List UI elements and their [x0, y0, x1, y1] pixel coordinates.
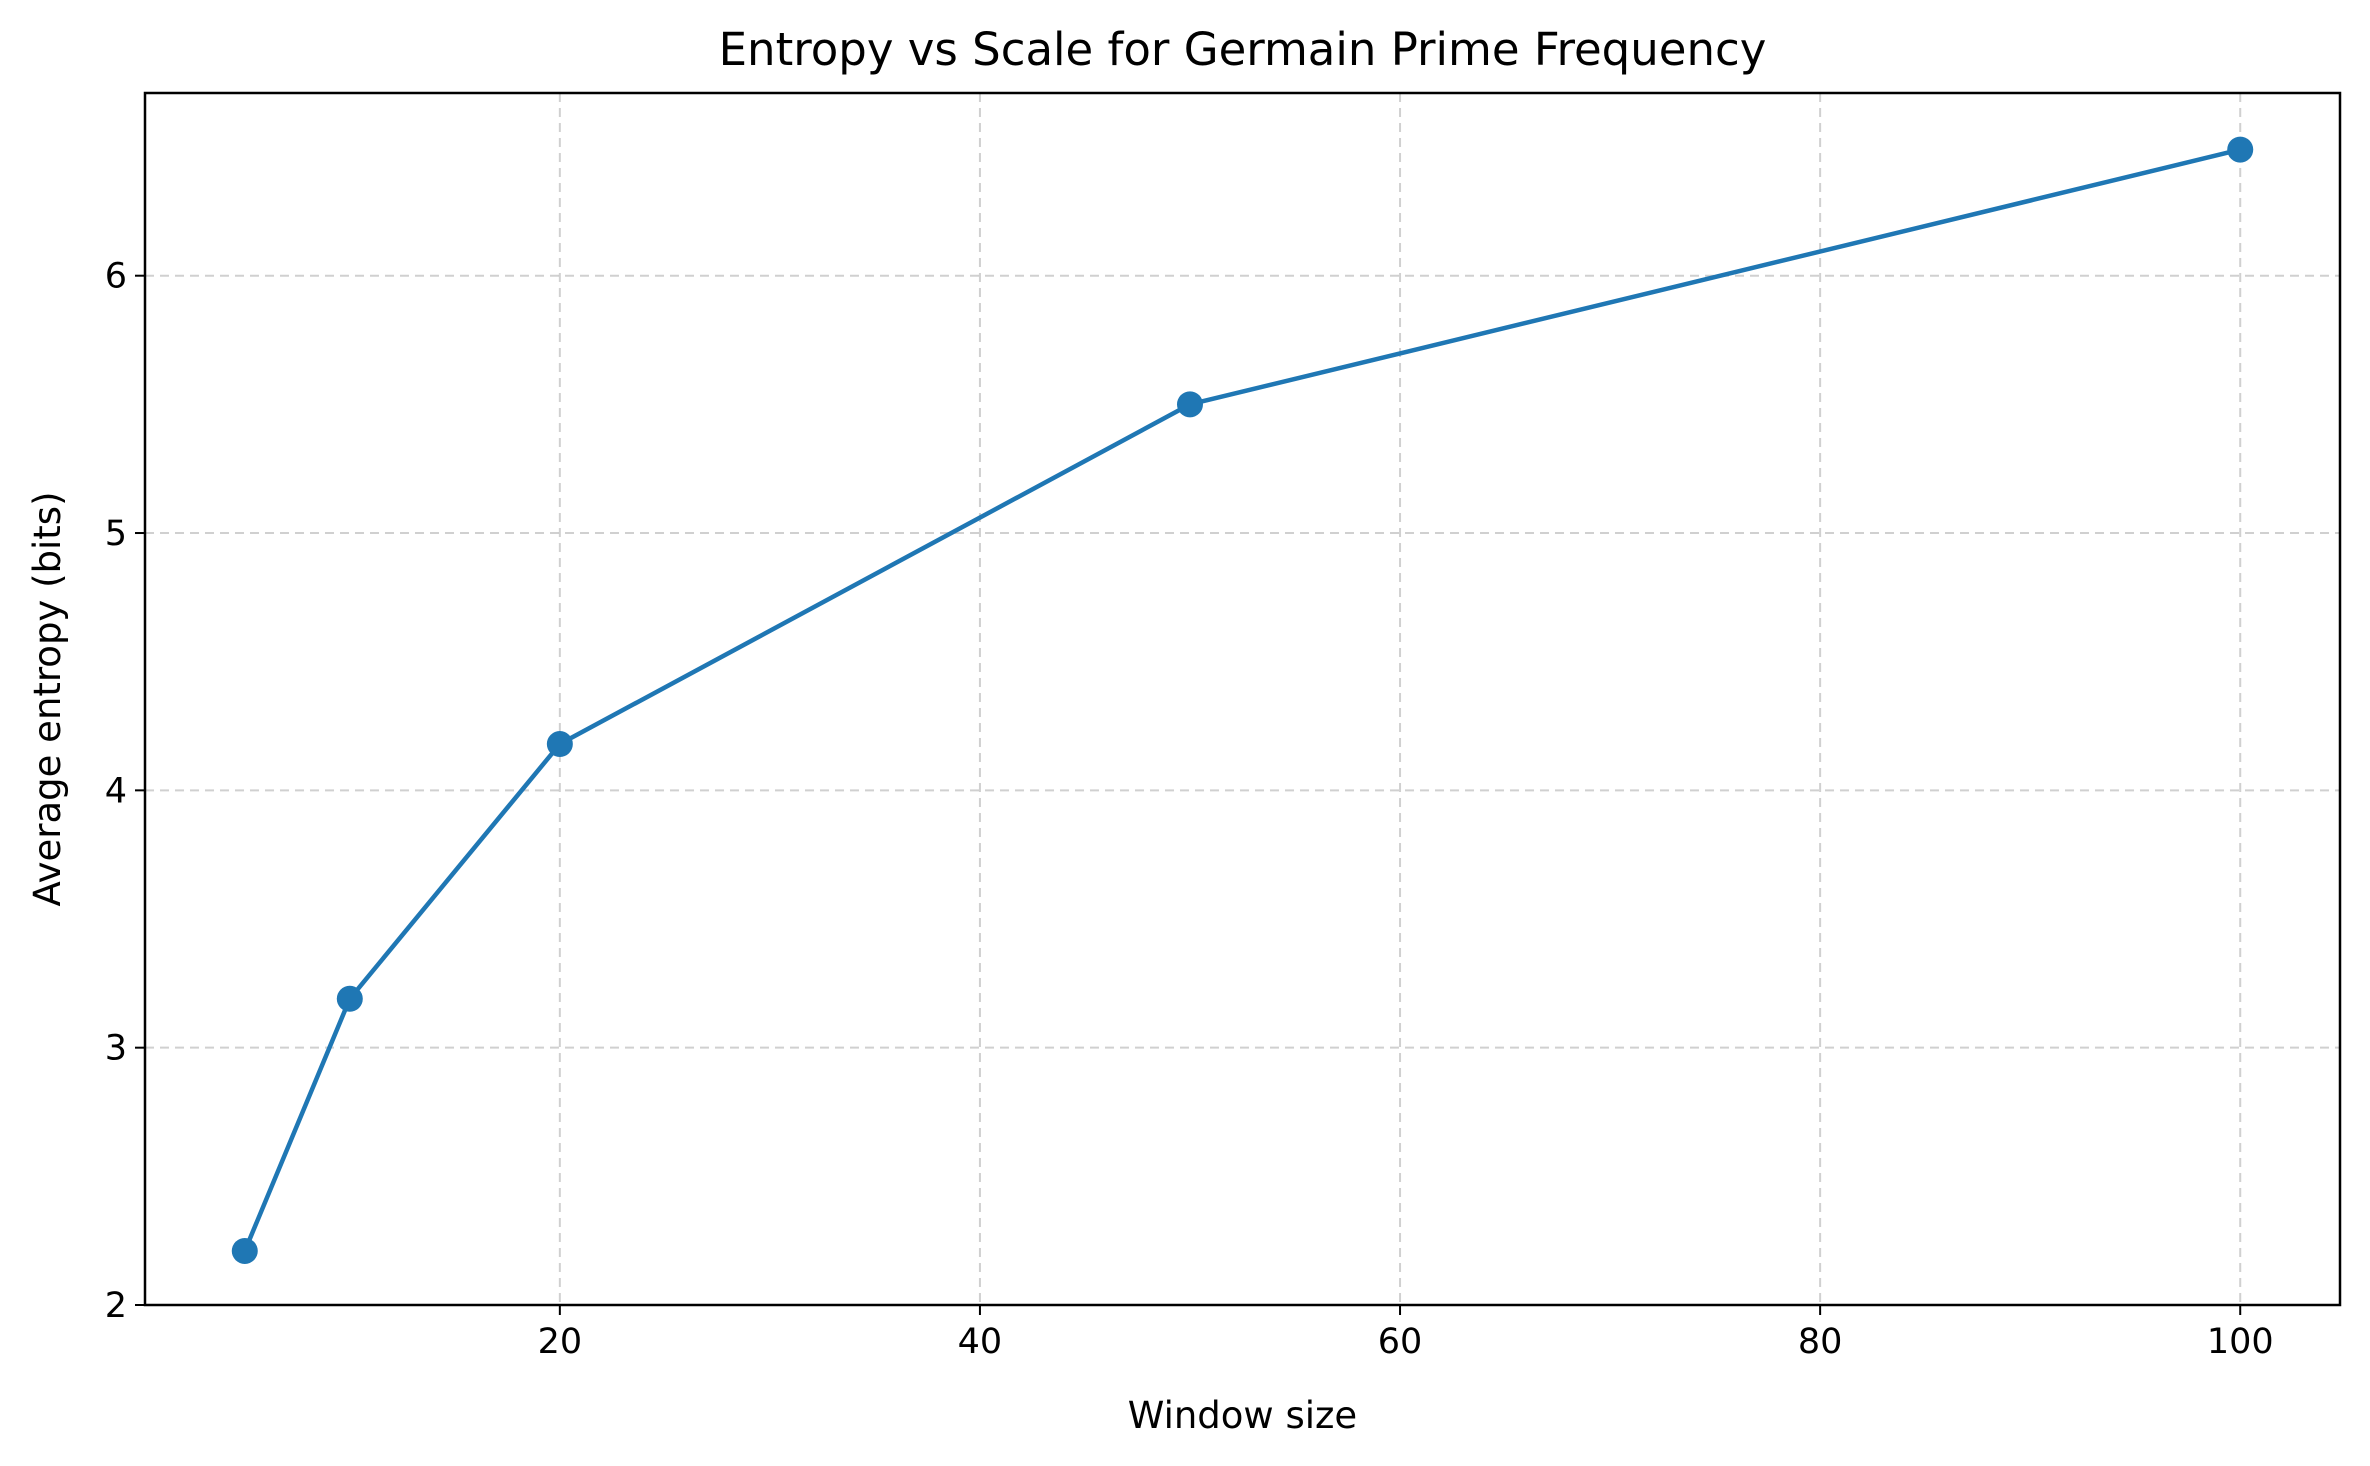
x-tick-label: 80 — [1798, 1322, 1843, 1362]
y-axis-label: Average entropy (bits) — [26, 491, 69, 906]
y-tick-label: 5 — [105, 514, 127, 554]
series-layer — [231, 136, 2254, 1264]
data-point — [336, 985, 363, 1012]
x-axis-label: Window size — [1128, 1394, 1357, 1437]
y-tick-label: 2 — [105, 1286, 127, 1326]
plot-area-frame — [143, 91, 2342, 1307]
chart-title: Entropy vs Scale for Germain Prime Frequ… — [719, 23, 1767, 76]
y-tick-label: 4 — [105, 771, 127, 811]
data-point — [231, 1237, 258, 1264]
x-tick-label: 60 — [1378, 1322, 1423, 1362]
y-tick-label: 6 — [105, 257, 127, 297]
data-point — [2227, 136, 2254, 163]
data-point — [546, 731, 573, 758]
data-point — [1176, 391, 1203, 418]
ticks: 20 40 60 80 100 2 3 4 5 6 — [105, 257, 2274, 1362]
y-tick-label: 3 — [105, 1029, 127, 1069]
x-tick-label: 40 — [958, 1322, 1003, 1362]
x-tick-label: 100 — [2207, 1322, 2274, 1362]
x-tick-label: 20 — [538, 1322, 583, 1362]
